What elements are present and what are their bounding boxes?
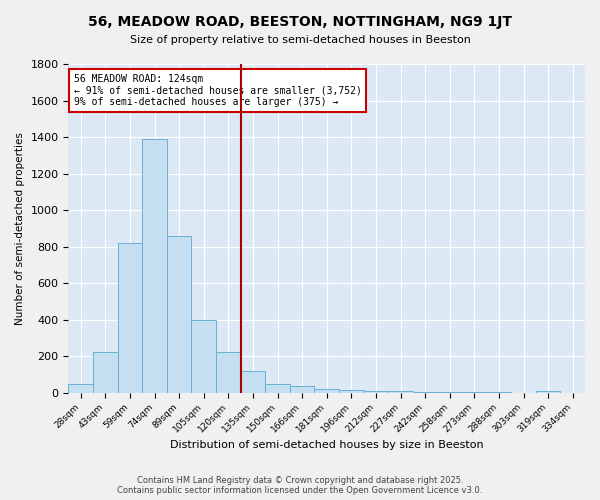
Bar <box>388 391 413 392</box>
Bar <box>536 391 560 392</box>
Text: Contains HM Land Registry data © Crown copyright and database right 2025.
Contai: Contains HM Land Registry data © Crown c… <box>118 476 482 495</box>
Bar <box>93 352 118 393</box>
Bar <box>241 370 265 392</box>
Y-axis label: Number of semi-detached properties: Number of semi-detached properties <box>15 132 25 325</box>
Bar <box>364 391 388 392</box>
Bar <box>339 390 364 392</box>
Text: Size of property relative to semi-detached houses in Beeston: Size of property relative to semi-detach… <box>130 35 470 45</box>
Bar <box>216 352 241 393</box>
Bar <box>290 386 314 392</box>
Text: 56, MEADOW ROAD, BEESTON, NOTTINGHAM, NG9 1JT: 56, MEADOW ROAD, BEESTON, NOTTINGHAM, NG… <box>88 15 512 29</box>
Bar <box>167 236 191 392</box>
Bar <box>314 389 339 392</box>
Bar <box>142 139 167 392</box>
Bar <box>191 320 216 392</box>
Text: 56 MEADOW ROAD: 124sqm
← 91% of semi-detached houses are smaller (3,752)
9% of s: 56 MEADOW ROAD: 124sqm ← 91% of semi-det… <box>74 74 361 107</box>
Bar <box>118 243 142 392</box>
Bar <box>265 384 290 392</box>
Bar <box>68 384 93 392</box>
X-axis label: Distribution of semi-detached houses by size in Beeston: Distribution of semi-detached houses by … <box>170 440 484 450</box>
